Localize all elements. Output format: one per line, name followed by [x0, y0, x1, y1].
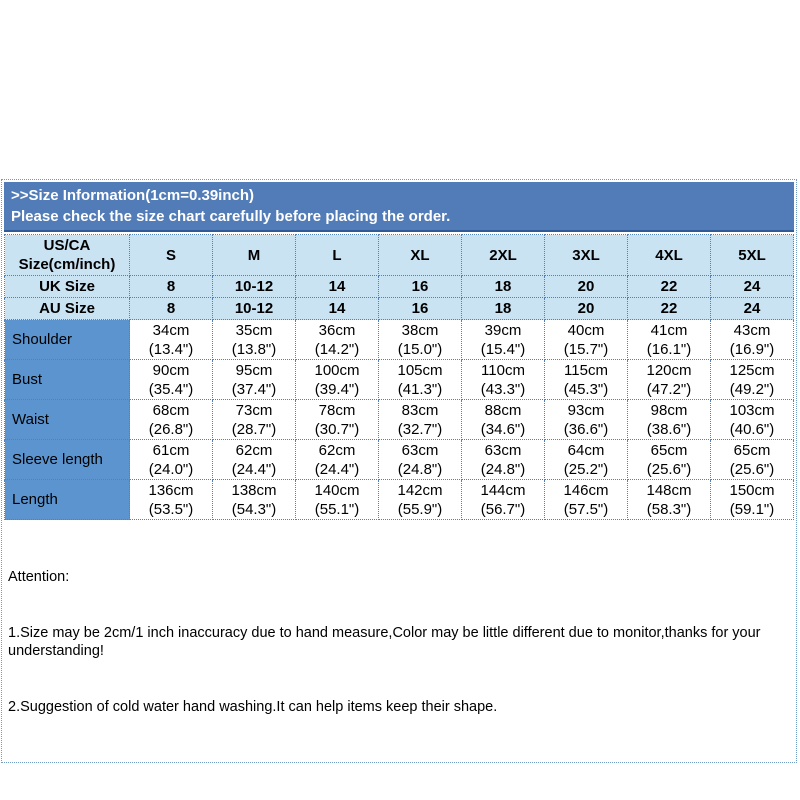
- corner-cell: US/CA Size(cm/inch): [4, 234, 130, 276]
- measurement-cell: 68cm (26.8"): [129, 399, 213, 440]
- measurement-cell: 98cm (38.6"): [627, 399, 711, 440]
- uk-size-value: 22: [627, 275, 711, 298]
- uk-size-value: 16: [378, 275, 462, 298]
- au-size-value: 18: [461, 297, 545, 320]
- attention-item: 2.Suggestion of cold water hand washing.…: [8, 699, 498, 715]
- measurement-row-waist: Waist 68cm (26.8") 73cm (28.7") 78cm (30.7"…: [4, 399, 794, 440]
- au-size-value: 14: [295, 297, 379, 320]
- measurement-cell: 120cm (47.2"): [627, 359, 711, 400]
- au-size-value: 22: [627, 297, 711, 320]
- measurement-cell: 100cm (39.4"): [295, 359, 379, 400]
- measurement-cell: 90cm (35.4"): [129, 359, 213, 400]
- measurement-cell: 78cm (30.7"): [295, 399, 379, 440]
- attention-title: Attention:: [8, 569, 70, 585]
- measurement-label: Length: [4, 479, 130, 520]
- measurement-cell: 105cm (41.3"): [378, 359, 462, 400]
- size-info-header: >>Size Information(1cm=0.39inch) Please …: [4, 182, 794, 232]
- measurement-cell: 65cm (25.6"): [627, 439, 711, 480]
- size-header-cell: 4XL: [627, 234, 711, 276]
- measurement-cell: 63cm (24.8"): [461, 439, 545, 480]
- size-table: US/CA Size(cm/inch) S M L XL 2XL 3XL 4XL…: [4, 234, 794, 520]
- uk-size-value: 14: [295, 275, 379, 298]
- au-size-value: 20: [544, 297, 628, 320]
- attention-section: Attention: 1.Size may be 2cm/1 inch inac…: [4, 520, 794, 760]
- measurement-label: Bust: [4, 359, 130, 400]
- au-size-label: AU Size: [4, 297, 130, 320]
- measurement-cell: 65cm (25.6"): [710, 439, 794, 480]
- size-header-cell: M: [212, 234, 296, 276]
- uk-size-value: 20: [544, 275, 628, 298]
- measurement-cell: 38cm (15.0"): [378, 319, 462, 360]
- size-info-title: >>Size Information(1cm=0.39inch): [11, 187, 254, 204]
- measurement-row-length: Length 136cm (53.5") 138cm (54.3") 140cm (5…: [4, 479, 794, 520]
- uk-size-value: 8: [129, 275, 213, 298]
- size-header-cell: XL: [378, 234, 462, 276]
- size-header-cell: L: [295, 234, 379, 276]
- au-size-value: 8: [129, 297, 213, 320]
- measurement-label: Waist: [4, 399, 130, 440]
- measurement-cell: 43cm (16.9"): [710, 319, 794, 360]
- measurement-cell: 61cm (24.0"): [129, 439, 213, 480]
- measurement-cell: 138cm (54.3"): [212, 479, 296, 520]
- measurement-cell: 93cm (36.6"): [544, 399, 628, 440]
- measurement-cell: 115cm (45.3"): [544, 359, 628, 400]
- measurement-cell: 110cm (43.3"): [461, 359, 545, 400]
- attention-item: 1.Size may be 2cm/1 inch inaccuracy due …: [8, 625, 761, 659]
- size-header-cell: 3XL: [544, 234, 628, 276]
- corner-line1: US/CA: [43, 237, 91, 254]
- measurement-cell: 34cm (13.4"): [129, 319, 213, 360]
- measurement-cell: 40cm (15.7"): [544, 319, 628, 360]
- uk-size-value: 18: [461, 275, 545, 298]
- size-header-cell: S: [129, 234, 213, 276]
- measurement-label: Sleeve length: [4, 439, 130, 480]
- measurement-cell: 88cm (34.6"): [461, 399, 545, 440]
- measurement-cell: 64cm (25.2"): [544, 439, 628, 480]
- au-size-row: AU Size 8 10-12 14 16 18 20 22 24: [4, 297, 794, 320]
- measurement-cell: 83cm (32.7"): [378, 399, 462, 440]
- measurement-cell: 136cm (53.5"): [129, 479, 213, 520]
- au-size-value: 10-12: [212, 297, 296, 320]
- measurement-cell: 125cm (49.2"): [710, 359, 794, 400]
- measurement-cell: 41cm (16.1"): [627, 319, 711, 360]
- measurement-cell: 103cm (40.6"): [710, 399, 794, 440]
- measurement-cell: 62cm (24.4"): [212, 439, 296, 480]
- size-info-panel: >>Size Information(1cm=0.39inch) Please …: [1, 179, 797, 763]
- uk-size-value: 10-12: [212, 275, 296, 298]
- measurement-cell: 140cm (55.1"): [295, 479, 379, 520]
- uk-size-value: 24: [710, 275, 794, 298]
- measurement-cell: 36cm (14.2"): [295, 319, 379, 360]
- size-header-cell: 2XL: [461, 234, 545, 276]
- measurement-cell: 39cm (15.4"): [461, 319, 545, 360]
- measurement-cell: 73cm (28.7"): [212, 399, 296, 440]
- measurement-cell: 95cm (37.4"): [212, 359, 296, 400]
- uk-size-row: UK Size 8 10-12 14 16 18 20 22 24: [4, 275, 794, 298]
- corner-line2: Size(cm/inch): [18, 256, 116, 273]
- size-info-subtitle: Please check the size chart carefully be…: [11, 208, 451, 225]
- au-size-value: 16: [378, 297, 462, 320]
- size-header-cell: 5XL: [710, 234, 794, 276]
- measurement-cell: 35cm (13.8"): [212, 319, 296, 360]
- measurement-cell: 150cm (59.1"): [710, 479, 794, 520]
- measurement-label: Shoulder: [4, 319, 130, 360]
- measurement-cell: 62cm (24.4"): [295, 439, 379, 480]
- measurement-cell: 148cm (58.3"): [627, 479, 711, 520]
- uk-size-label: UK Size: [4, 275, 130, 298]
- measurement-row-sleeve-length: Sleeve length 61cm (24.0") 62cm (24.4") 62…: [4, 439, 794, 480]
- size-header-row: US/CA Size(cm/inch) S M L XL 2XL 3XL 4XL…: [4, 234, 794, 276]
- measurement-cell: 142cm (55.9"): [378, 479, 462, 520]
- measurement-cell: 144cm (56.7"): [461, 479, 545, 520]
- measurement-cell: 146cm (57.5"): [544, 479, 628, 520]
- au-size-value: 24: [710, 297, 794, 320]
- measurement-row-shoulder: Shoulder 34cm (13.4") 35cm (13.8") 36cm (14…: [4, 319, 794, 360]
- measurement-row-bust: Bust 90cm (35.4") 95cm (37.4") 100cm (39.4"…: [4, 359, 794, 400]
- measurement-cell: 63cm (24.8"): [378, 439, 462, 480]
